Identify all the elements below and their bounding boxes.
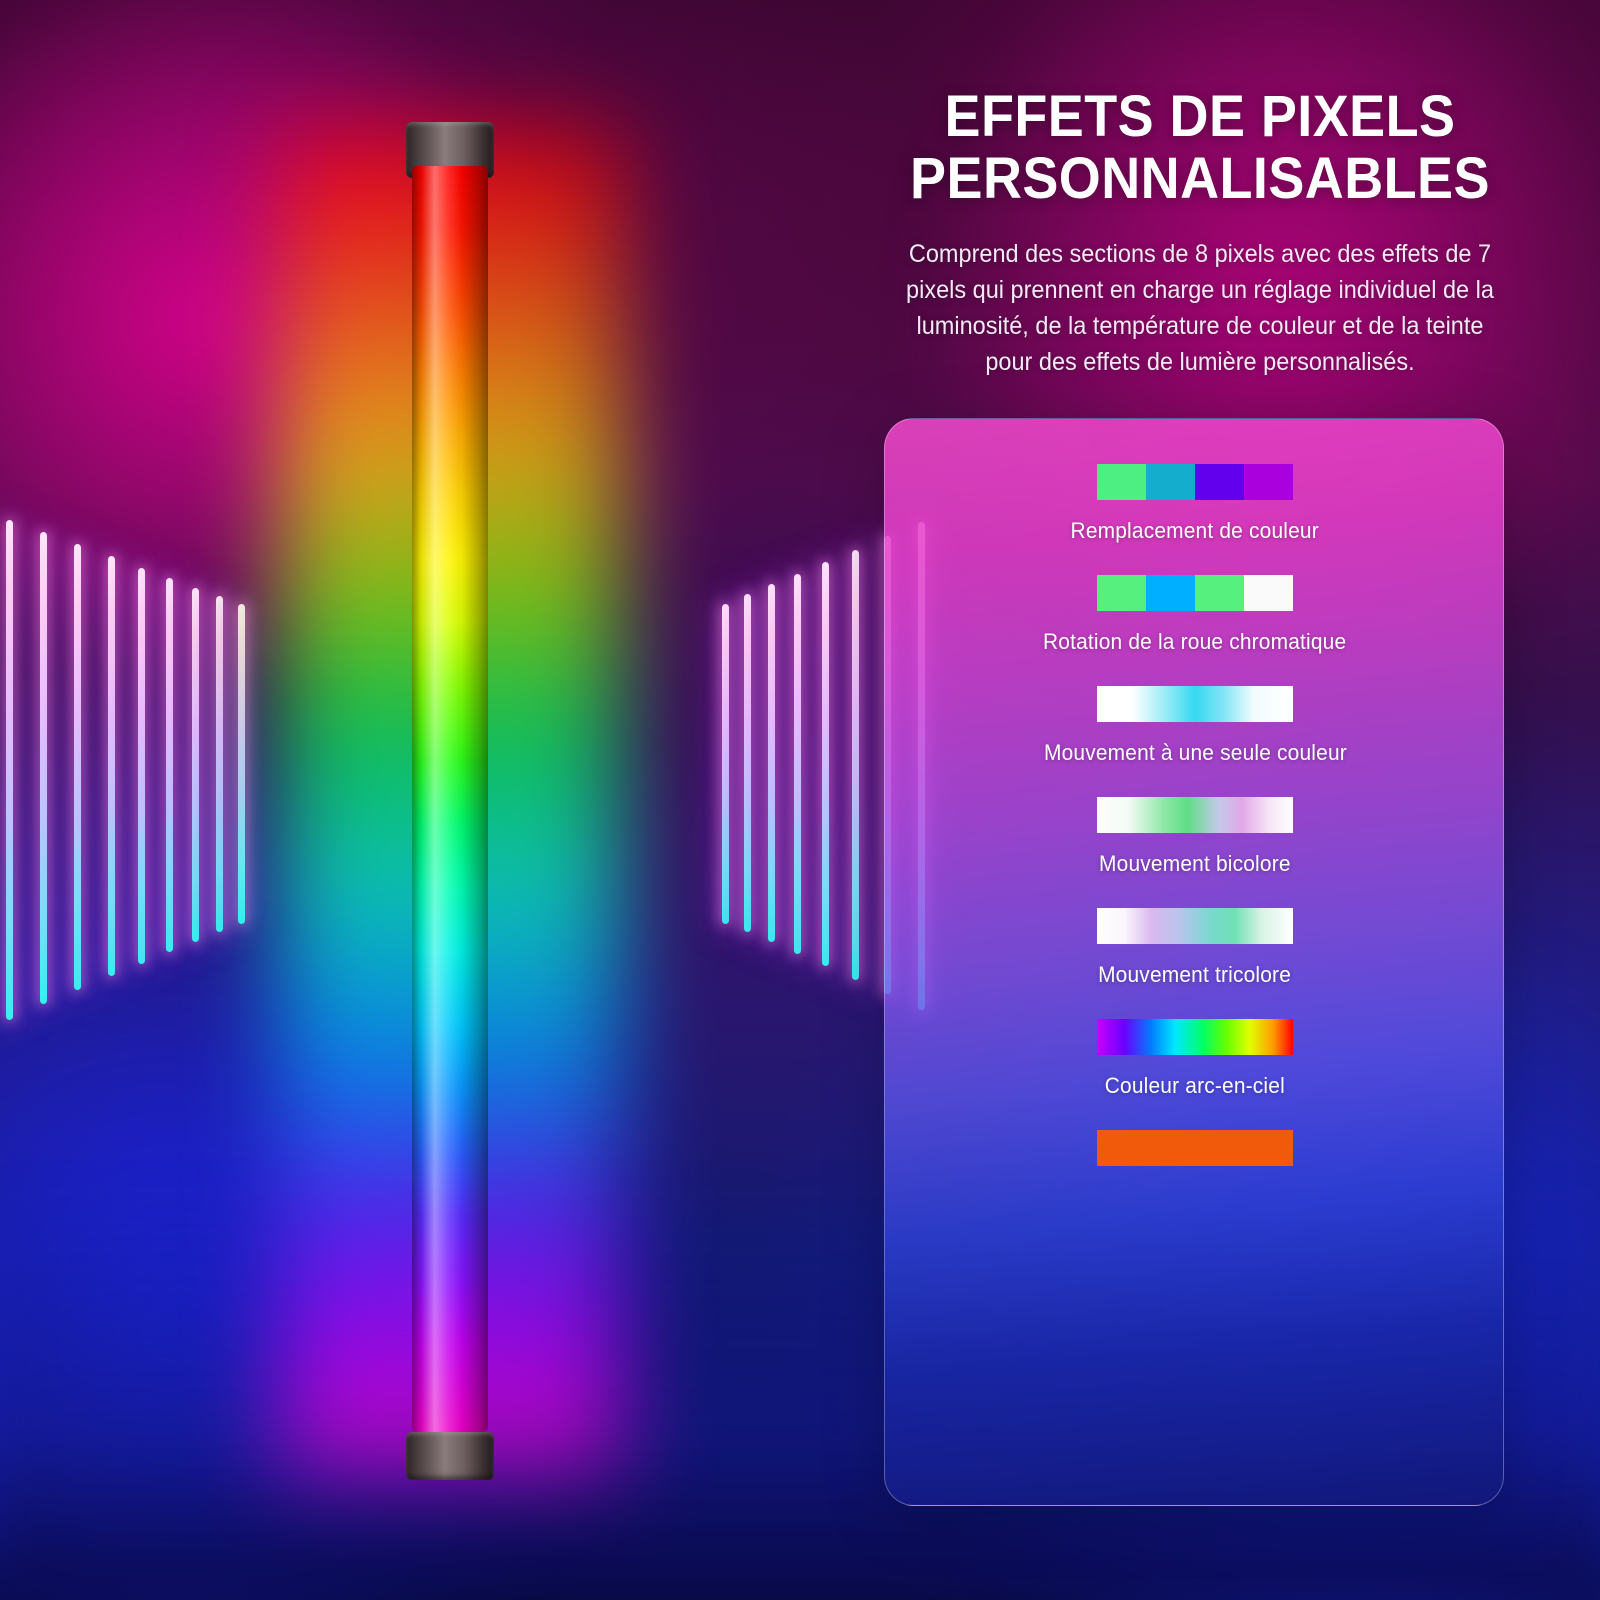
effect-swatch — [1097, 1019, 1293, 1055]
effects-list: Remplacement de couleur Rotation de la ro… — [885, 419, 1503, 1197]
effect-swatch — [1097, 464, 1293, 500]
headline-block: EFFETS DE PIXELS PERSONNALISABLES Compre… — [880, 84, 1520, 380]
effect-label: Rotation de la roue chromatique — [1043, 629, 1347, 654]
neon-bar — [74, 544, 81, 990]
swatch-segment — [1195, 575, 1244, 611]
effect-row[interactable]: Remplacement de couleur — [885, 464, 1503, 544]
swatch-segment — [1244, 575, 1293, 611]
neon-bar — [138, 568, 145, 964]
title-line-2: PERSONNALISABLES — [910, 146, 1490, 212]
swatch-segment — [1146, 575, 1195, 611]
swatch-segment — [1146, 464, 1195, 500]
effect-row[interactable]: Mouvement tricolore — [885, 908, 1503, 988]
swatch-segment — [1195, 464, 1244, 500]
neon-bar — [40, 532, 47, 1004]
tube-cylinder-sheen — [412, 166, 488, 1432]
effect-label: Couleur arc-en-ciel — [1104, 1073, 1286, 1098]
swatch-segment — [1244, 464, 1293, 500]
effect-swatch — [1097, 908, 1293, 944]
neon-bar — [852, 550, 859, 980]
neon-bar — [722, 604, 729, 924]
title-line-1: EFFETS DE PIXELS — [944, 84, 1456, 149]
effects-card: Remplacement de couleur Rotation de la ro… — [884, 418, 1504, 1506]
rgb-light-tube — [280, 118, 620, 1482]
tube-body-rainbow — [412, 166, 488, 1432]
neon-bar — [238, 604, 245, 924]
effect-row[interactable]: Mouvement bicolore — [885, 797, 1503, 877]
effect-swatch — [1097, 797, 1293, 833]
effect-swatch — [1097, 575, 1293, 611]
effect-row[interactable] — [885, 1130, 1503, 1166]
tube-cap-bottom — [406, 1432, 494, 1480]
page-title: EFFETS DE PIXELS PERSONNALISABLES — [902, 84, 1497, 212]
neon-bar — [108, 556, 115, 976]
swatch-segment — [1097, 464, 1146, 500]
effect-label: Mouvement bicolore — [1099, 851, 1291, 876]
neon-bar — [166, 578, 173, 952]
neon-bar — [822, 562, 829, 966]
neon-bar — [768, 584, 775, 942]
neon-bar — [216, 596, 223, 932]
effect-row[interactable]: Mouvement à une seule couleur — [885, 686, 1503, 766]
effect-label: Remplacement de couleur — [1070, 518, 1320, 543]
neon-bar — [192, 588, 199, 942]
swatch-segment — [1097, 575, 1146, 611]
neon-bar — [744, 594, 751, 932]
effect-row[interactable]: Couleur arc-en-ciel — [885, 1019, 1503, 1099]
description-paragraph: Comprend des sections de 8 pixels avec d… — [906, 240, 1494, 377]
neon-bar — [794, 574, 801, 954]
effect-swatch — [1097, 686, 1293, 722]
effect-row[interactable]: Rotation de la roue chromatique — [885, 575, 1503, 655]
effect-label: Mouvement à une seule couleur — [1043, 740, 1347, 765]
effect-swatch — [1097, 1130, 1293, 1166]
effect-label: Mouvement tricolore — [1098, 962, 1292, 987]
neon-bar — [6, 520, 13, 1020]
